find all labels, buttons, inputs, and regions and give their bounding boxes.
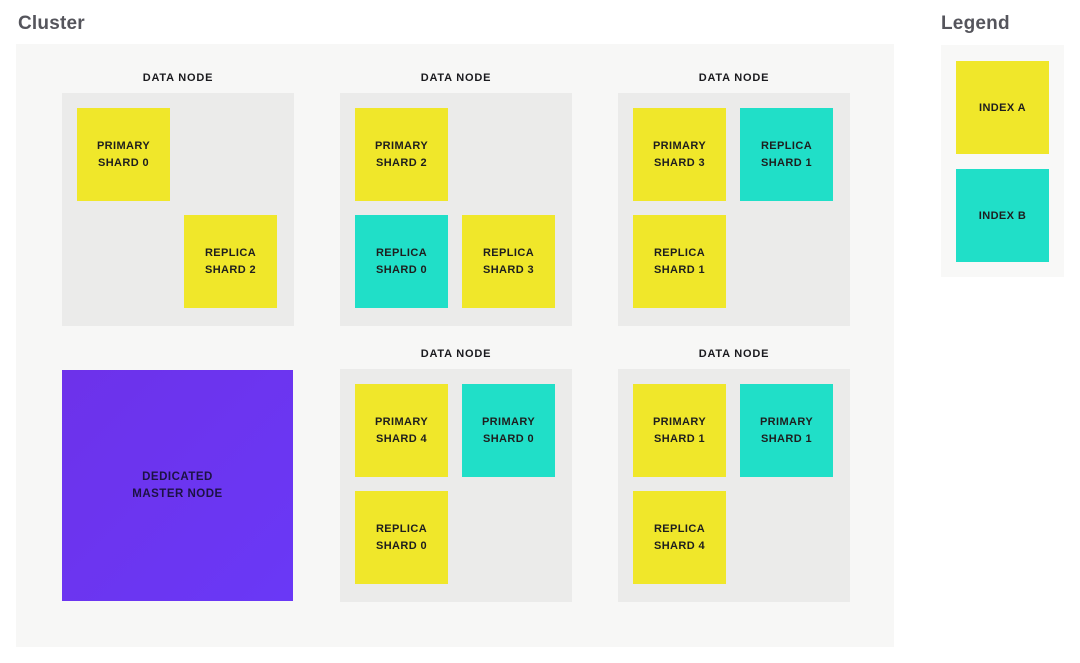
shard-primary-0-b: PRIMARY SHARD 0 [462, 384, 555, 477]
data-node-4-box: PRIMARY SHARD 4 PRIMARY SHARD 0 REPLICA … [340, 369, 572, 602]
shard-label-line1: REPLICA [653, 522, 706, 535]
shard-label-line1: PRIMARY [374, 415, 429, 428]
shard-label-line2: SHARD 1 [760, 156, 813, 169]
shard-replica-1-a: REPLICA SHARD 1 [633, 215, 726, 308]
shard-label-line2: SHARD 2 [204, 263, 257, 276]
shard-label-line2: SHARD 1 [760, 432, 813, 445]
shard-label-line1: PRIMARY [481, 415, 536, 428]
shard-replica-0-a: REPLICA SHARD 0 [355, 491, 448, 584]
shard-replica-3: REPLICA SHARD 3 [462, 215, 555, 308]
shard-replica-1-b: REPLICA SHARD 1 [740, 108, 833, 201]
shard-label-line2: SHARD 4 [375, 432, 428, 445]
shard-label-line2: SHARD 4 [653, 539, 706, 552]
shard-label-line2: SHARD 3 [653, 156, 706, 169]
shard-label-line1: REPLICA [375, 522, 428, 535]
shard-label-line1: REPLICA [760, 139, 813, 152]
shard-primary-4: PRIMARY SHARD 4 [355, 384, 448, 477]
data-node-1-box: PRIMARY SHARD 0 REPLICA SHARD 2 [62, 93, 294, 326]
shard-label-line1: REPLICA [375, 246, 428, 259]
shard-label-line1: PRIMARY [96, 139, 151, 152]
shard-label-line1: REPLICA [204, 246, 257, 259]
data-node-3-box: PRIMARY SHARD 3 REPLICA SHARD 1 REPLICA … [618, 93, 850, 326]
data-node-2-label: DATA NODE [420, 72, 492, 84]
dedicated-master-node: DEDICATED MASTER NODE [62, 370, 293, 601]
shard-label-line2: SHARD 0 [97, 156, 150, 169]
cluster-title: Cluster [18, 13, 85, 34]
master-label-line2: MASTER NODE [132, 487, 223, 500]
shard-primary-1-b: PRIMARY SHARD 1 [740, 384, 833, 477]
data-node-2: DATA NODE PRIMARY SHARD 2 REPLICA SHARD … [340, 71, 572, 326]
data-node-5: DATA NODE PRIMARY SHARD 1 PRIMARY SHARD … [618, 347, 850, 602]
data-node-5-box: PRIMARY SHARD 1 PRIMARY SHARD 1 REPLICA … [618, 369, 850, 602]
master-label-line1: DEDICATED [142, 470, 213, 483]
shard-label-line2: SHARD 2 [375, 156, 428, 169]
data-node-1: DATA NODE PRIMARY SHARD 0 REPLICA SHARD … [62, 71, 294, 326]
data-node-1-label: DATA NODE [142, 72, 214, 84]
shard-primary-2: PRIMARY SHARD 2 [355, 108, 448, 201]
shard-label-line2: SHARD 3 [482, 263, 535, 276]
shard-replica-2: REPLICA SHARD 2 [184, 215, 277, 308]
shard-label-line1: PRIMARY [652, 139, 707, 152]
shard-label-line1: PRIMARY [759, 415, 814, 428]
shard-primary-1-a: PRIMARY SHARD 1 [633, 384, 726, 477]
shard-label-line1: REPLICA [653, 246, 706, 259]
data-node-3: DATA NODE PRIMARY SHARD 3 REPLICA SHARD … [618, 71, 850, 326]
shard-label-line1: REPLICA [482, 246, 535, 259]
shard-label-line2: SHARD 0 [375, 539, 428, 552]
legend-title: Legend [941, 13, 1010, 34]
shard-label-line2: SHARD 0 [482, 432, 535, 445]
data-node-4: DATA NODE PRIMARY SHARD 4 PRIMARY SHARD … [340, 347, 572, 602]
shard-replica-4: REPLICA SHARD 4 [633, 491, 726, 584]
shard-label-line2: SHARD 0 [375, 263, 428, 276]
data-node-2-box: PRIMARY SHARD 2 REPLICA SHARD 0 REPLICA … [340, 93, 572, 326]
legend-label-index-b: INDEX B [978, 209, 1027, 222]
data-node-4-label: DATA NODE [420, 348, 492, 360]
shard-primary-0: PRIMARY SHARD 0 [77, 108, 170, 201]
legend-swatch-index-b: INDEX B [956, 169, 1049, 262]
shard-label-line2: SHARD 1 [653, 263, 706, 276]
shard-label-line1: PRIMARY [374, 139, 429, 152]
shard-primary-3: PRIMARY SHARD 3 [633, 108, 726, 201]
data-node-3-label: DATA NODE [698, 72, 770, 84]
shard-label-line2: SHARD 1 [653, 432, 706, 445]
shard-replica-0-b: REPLICA SHARD 0 [355, 215, 448, 308]
cluster-panel: DATA NODE PRIMARY SHARD 0 REPLICA SHARD … [16, 44, 894, 647]
legend-swatch-index-a: INDEX A [956, 61, 1049, 154]
legend-label-index-a: INDEX A [978, 101, 1026, 114]
shard-label-line1: PRIMARY [652, 415, 707, 428]
data-node-5-label: DATA NODE [698, 348, 770, 360]
legend-panel: INDEX A INDEX B [941, 45, 1064, 277]
